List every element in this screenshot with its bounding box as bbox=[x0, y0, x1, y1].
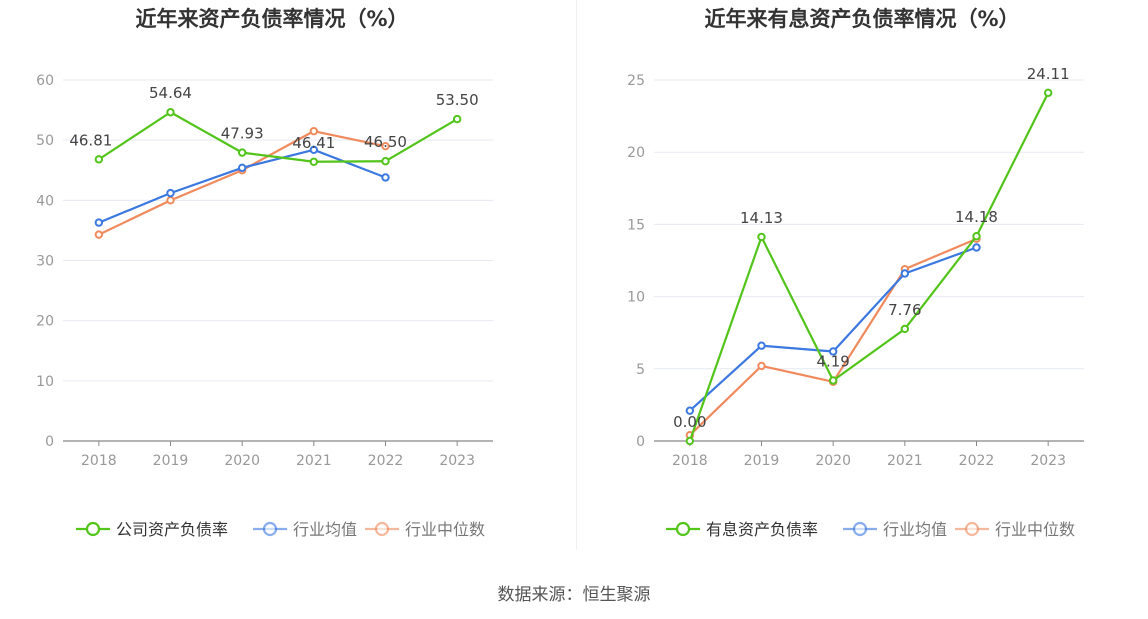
series-line bbox=[688, 92, 1050, 442]
y-tick-label: 60 bbox=[36, 73, 54, 89]
legend-swatch-marker bbox=[374, 521, 390, 537]
data-point bbox=[381, 157, 390, 166]
data-point bbox=[237, 148, 247, 157]
data-point bbox=[828, 347, 838, 356]
data-point bbox=[309, 145, 319, 154]
y-tick-label: 30 bbox=[36, 254, 54, 270]
data-point bbox=[381, 173, 390, 182]
data-point bbox=[685, 436, 695, 446]
data-point bbox=[828, 376, 838, 385]
y-tick-label: 25 bbox=[627, 73, 645, 89]
data-label: 7.76 bbox=[888, 301, 921, 319]
interest-debt-ratio-chart: 近年来有息资产负债率情况（%） 0 5 10 15 20 25 2018 2019 2020 202… bbox=[627, 7, 1084, 539]
x-tick-label: 2019 bbox=[153, 453, 189, 469]
data-label: 46.81 bbox=[69, 131, 112, 149]
data-point bbox=[237, 163, 247, 173]
legend-label: 公司资产负债率 bbox=[116, 520, 228, 539]
data-point bbox=[381, 141, 390, 151]
data-point bbox=[166, 108, 175, 117]
data-label: 46.50 bbox=[364, 133, 407, 151]
x-tick-label: 2019 bbox=[744, 453, 780, 469]
data-point bbox=[900, 324, 910, 334]
y-tick-label: 10 bbox=[627, 290, 645, 306]
legend-label: 行业均值 bbox=[293, 520, 357, 539]
data-point bbox=[685, 406, 695, 415]
data-label: 4.19 bbox=[816, 352, 849, 370]
data-point bbox=[94, 230, 104, 239]
x-tick-label: 2020 bbox=[224, 453, 260, 469]
legend-swatch-marker bbox=[675, 521, 691, 537]
y-tick-label: 15 bbox=[627, 217, 645, 233]
chart-title: 近年来有息资产负债率情况（%） bbox=[704, 7, 1019, 31]
y-tick-label: 50 bbox=[36, 133, 54, 149]
series-line bbox=[98, 111, 458, 163]
x-tick-label: 2023 bbox=[439, 453, 475, 469]
data-point bbox=[900, 269, 910, 278]
data-point bbox=[757, 361, 766, 371]
y-tick-label: 0 bbox=[636, 434, 645, 450]
data-label: 53.50 bbox=[436, 91, 479, 109]
legend-swatch-marker bbox=[262, 521, 278, 537]
x-tick-label: 2021 bbox=[296, 453, 332, 469]
legend-label: 行业中位数 bbox=[995, 520, 1075, 539]
x-tick-label: 2021 bbox=[887, 453, 923, 469]
legend-label: 行业均值 bbox=[883, 520, 947, 539]
series-line bbox=[689, 237, 977, 437]
x-tick-label: 2022 bbox=[959, 453, 995, 469]
data-point bbox=[1043, 88, 1053, 98]
data-point bbox=[972, 232, 981, 241]
data-label: 46.41 bbox=[292, 134, 335, 152]
data-point bbox=[757, 341, 766, 350]
data-label: 0.00 bbox=[673, 413, 706, 431]
data-point bbox=[94, 155, 104, 164]
y-tick-label: 20 bbox=[36, 314, 54, 330]
x-tick-label: 2023 bbox=[1030, 453, 1066, 469]
y-tick-label: 20 bbox=[627, 145, 645, 161]
debt-ratio-chart: 近年来资产负债率情况（%） 0 10 20 30 40 50 60 2018 2019 2020 20… bbox=[36, 7, 493, 539]
data-label: 14.13 bbox=[740, 209, 783, 227]
legend-label: 有息资产负债率 bbox=[706, 520, 818, 539]
y-tick-label: 40 bbox=[36, 193, 54, 209]
legend-swatch-marker bbox=[852, 521, 868, 537]
data-label: 54.64 bbox=[149, 84, 192, 102]
chart-title: 近年来资产负债率情况（%） bbox=[135, 7, 408, 31]
legend-swatch-marker bbox=[964, 521, 980, 537]
data-point bbox=[309, 126, 319, 136]
x-tick-label: 2018 bbox=[672, 453, 708, 469]
y-tick-label: 5 bbox=[636, 362, 645, 378]
x-tick-label: 2020 bbox=[815, 453, 851, 469]
source-label: 数据来源：恒生聚源 bbox=[497, 585, 651, 605]
data-point bbox=[757, 232, 766, 242]
y-tick-label: 10 bbox=[36, 374, 54, 390]
legend-swatch-marker bbox=[85, 521, 101, 537]
data-label: 47.93 bbox=[221, 125, 264, 143]
data-point bbox=[452, 114, 462, 124]
data-point bbox=[972, 243, 981, 252]
data-label: 14.18 bbox=[955, 208, 998, 226]
legend-label: 行业中位数 bbox=[405, 520, 485, 539]
x-tick-label: 2018 bbox=[81, 453, 117, 469]
y-tick-label: 0 bbox=[45, 434, 54, 450]
data-point bbox=[166, 188, 175, 198]
data-label: 24.11 bbox=[1027, 65, 1070, 83]
data-point bbox=[94, 218, 104, 227]
data-point bbox=[309, 157, 319, 166]
x-tick-label: 2022 bbox=[368, 453, 404, 469]
panel-divider bbox=[576, 0, 577, 550]
series-line bbox=[689, 246, 977, 412]
